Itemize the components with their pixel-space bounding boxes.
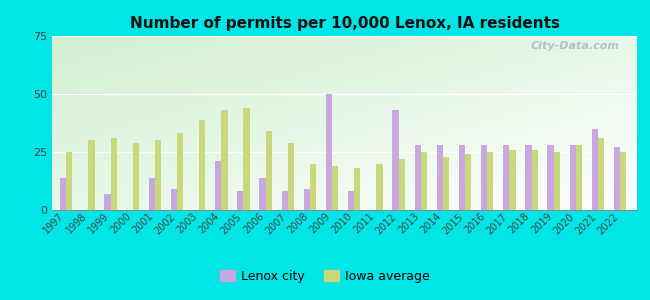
Bar — [155, 140, 161, 210]
Bar — [177, 134, 183, 210]
Bar — [547, 145, 554, 210]
Bar — [88, 140, 94, 210]
Bar — [348, 191, 354, 210]
Bar — [510, 150, 515, 210]
Bar — [620, 152, 627, 210]
Bar — [393, 110, 398, 210]
Bar — [398, 159, 405, 210]
Bar — [237, 191, 244, 210]
Bar — [60, 178, 66, 210]
Bar — [281, 191, 288, 210]
Bar — [576, 145, 582, 210]
Bar — [259, 178, 266, 210]
Bar — [376, 164, 383, 210]
Bar — [437, 145, 443, 210]
Bar — [614, 147, 620, 210]
Bar — [421, 152, 427, 210]
Bar — [459, 145, 465, 210]
Bar — [326, 94, 332, 210]
Bar — [481, 145, 488, 210]
Bar — [288, 143, 294, 210]
Bar — [569, 145, 576, 210]
Bar — [149, 178, 155, 210]
Bar — [215, 161, 221, 210]
Title: Number of permits per 10,000 Lenox, IA residents: Number of permits per 10,000 Lenox, IA r… — [129, 16, 560, 31]
Bar — [304, 189, 310, 210]
Bar — [443, 157, 449, 210]
Bar — [592, 129, 598, 210]
Bar — [66, 152, 72, 210]
Bar — [111, 138, 117, 210]
Bar — [221, 110, 228, 210]
Bar — [133, 143, 139, 210]
Bar — [104, 194, 110, 210]
Bar — [244, 108, 250, 210]
Text: City-Data.com: City-Data.com — [530, 41, 619, 51]
Legend: Lenox city, Iowa average: Lenox city, Iowa average — [215, 265, 435, 288]
Bar — [415, 145, 421, 210]
Bar — [532, 150, 538, 210]
Bar — [354, 168, 361, 210]
Bar — [199, 119, 205, 210]
Bar — [554, 152, 560, 210]
Bar — [598, 138, 604, 210]
Bar — [465, 154, 471, 210]
Bar — [266, 131, 272, 210]
Bar — [171, 189, 177, 210]
Bar — [488, 152, 493, 210]
Bar — [503, 145, 510, 210]
Bar — [310, 164, 316, 210]
Bar — [332, 166, 338, 210]
Bar — [525, 145, 532, 210]
